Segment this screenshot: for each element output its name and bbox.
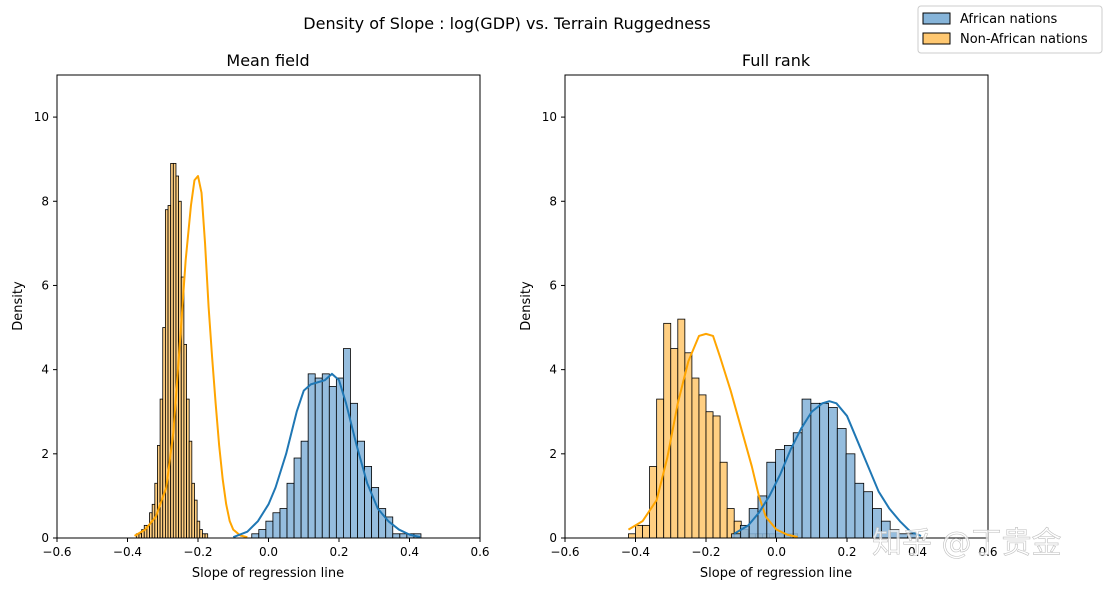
legend-swatch-african [922,12,951,25]
legend: African nations Non-African nations [917,5,1103,54]
histogram-bar-african [828,407,838,538]
legend-label-non-african: Non-African nations [960,32,1088,47]
histogram-bar-african [314,377,323,538]
histogram-bar-non-african [204,533,209,538]
watermark-text: 知乎 @丁贵金 [872,526,1062,561]
y-tick-label: 4 [549,363,557,377]
y-tick-label: 0 [41,531,49,545]
histogram-bar-african [272,512,281,538]
x-tick-label: −0.4 [621,545,650,559]
plot-area [627,318,922,538]
histogram-bar-african [307,373,316,538]
histogram-bar-non-african [677,318,686,538]
x-axis-label: Slope of regression line [700,566,852,581]
histogram-bar-african [836,428,847,538]
histogram-bar-african [392,533,401,538]
histogram-bar-non-african [670,348,679,538]
y-tick-label: 4 [41,363,49,377]
x-axis-label: Slope of regression line [192,566,344,581]
x-tick-label: 0.4 [908,545,927,559]
y-axis-label: Density [11,281,26,331]
x-tick-label: 0.2 [837,545,856,559]
y-tick-label: 10 [34,110,49,124]
x-tick-label: 0.6 [470,545,489,559]
histogram-bar-african [293,457,302,538]
histogram-bar-non-african [635,524,643,538]
histogram-bar-non-african [628,533,636,538]
histogram-bar-non-african [157,444,161,538]
histogram-bar-non-african [698,394,707,538]
kde-line-non-african [627,332,798,538]
x-tick-label: 0.4 [400,545,419,559]
histogram-bar-african [819,402,829,538]
y-tick-label: 8 [549,194,557,208]
x-tick-label: −0.6 [42,545,71,559]
histogram-bar-african [845,453,856,538]
figure-suptitle: Density of Slope : log(GDP) vs. Terrain … [303,14,710,33]
x-tick-label: −0.2 [691,545,720,559]
x-tick-label: 0.0 [767,545,786,559]
panel-mean-field: Mean field Slope of regression line Dens… [11,51,490,581]
x-tick-label: 0.0 [259,545,278,559]
legend-label-african: African nations [960,12,1058,27]
legend-frame [917,5,1103,54]
histogram-bar-african [300,440,309,538]
histogram-bar-african [265,520,274,538]
histogram-bar-non-african [642,524,650,538]
histogram-bar-non-african [194,499,198,538]
y-tick-label: 0 [549,531,557,545]
axes-frame [56,74,481,539]
histogram-bar-african [279,508,288,538]
histogram-bar-african [399,533,408,538]
histogram-bar-non-african [705,411,714,538]
histogram-bar-african [792,432,803,538]
x-tick-label: −0.2 [183,545,212,559]
y-tick-label: 2 [41,447,49,461]
histogram-bar-african [810,402,821,538]
histogram-bar-non-african [663,322,672,538]
y-tick-label: 6 [41,278,49,292]
histogram-bar-african [328,386,337,538]
plot-area [134,162,422,538]
panel-full-rank: Full rank Slope of regression line Densi… [519,51,998,581]
histogram-bar-non-african [178,200,182,538]
histogram-bar-african [251,533,260,538]
histogram-bar-african [343,348,351,538]
panel-title-full-rank: Full rank [742,51,811,70]
x-tick-label: −0.6 [550,545,579,559]
histogram-bar-non-african [199,529,203,538]
kde-line-african [733,400,922,537]
y-axis-label: Density [519,281,534,331]
panel-title-mean-field: Mean field [226,51,309,70]
histogram-bar-african [258,529,267,538]
y-tick-label: 8 [41,194,49,208]
histogram-bar-african [321,373,330,538]
histogram-bar-non-african [684,352,693,538]
y-tick-label: 10 [542,110,557,124]
x-tick-label: −0.4 [113,545,142,559]
y-tick-label: 2 [549,447,557,461]
histogram-bar-african [731,533,741,538]
x-tick-label: 0.2 [329,545,348,559]
histogram-bar-non-african [656,398,665,538]
histogram-bar-non-african [712,415,721,538]
legend-swatch-non-african [922,32,951,45]
histogram-bar-african [286,482,295,538]
kde-line-non-african [134,175,248,538]
histogram-bar-african [775,449,785,538]
histogram-bar-non-african [186,398,190,538]
histogram-bar-non-african [172,162,177,538]
y-tick-label: 6 [549,278,557,292]
histogram-bar-african [385,516,394,538]
histogram-bar-non-african [691,377,700,538]
x-tick-label: 0.6 [978,545,997,559]
kde-line-african [232,372,421,538]
histogram-bar-non-african [719,461,728,538]
histogram-bar-african [335,377,344,538]
histogram-bar-african [854,482,865,538]
